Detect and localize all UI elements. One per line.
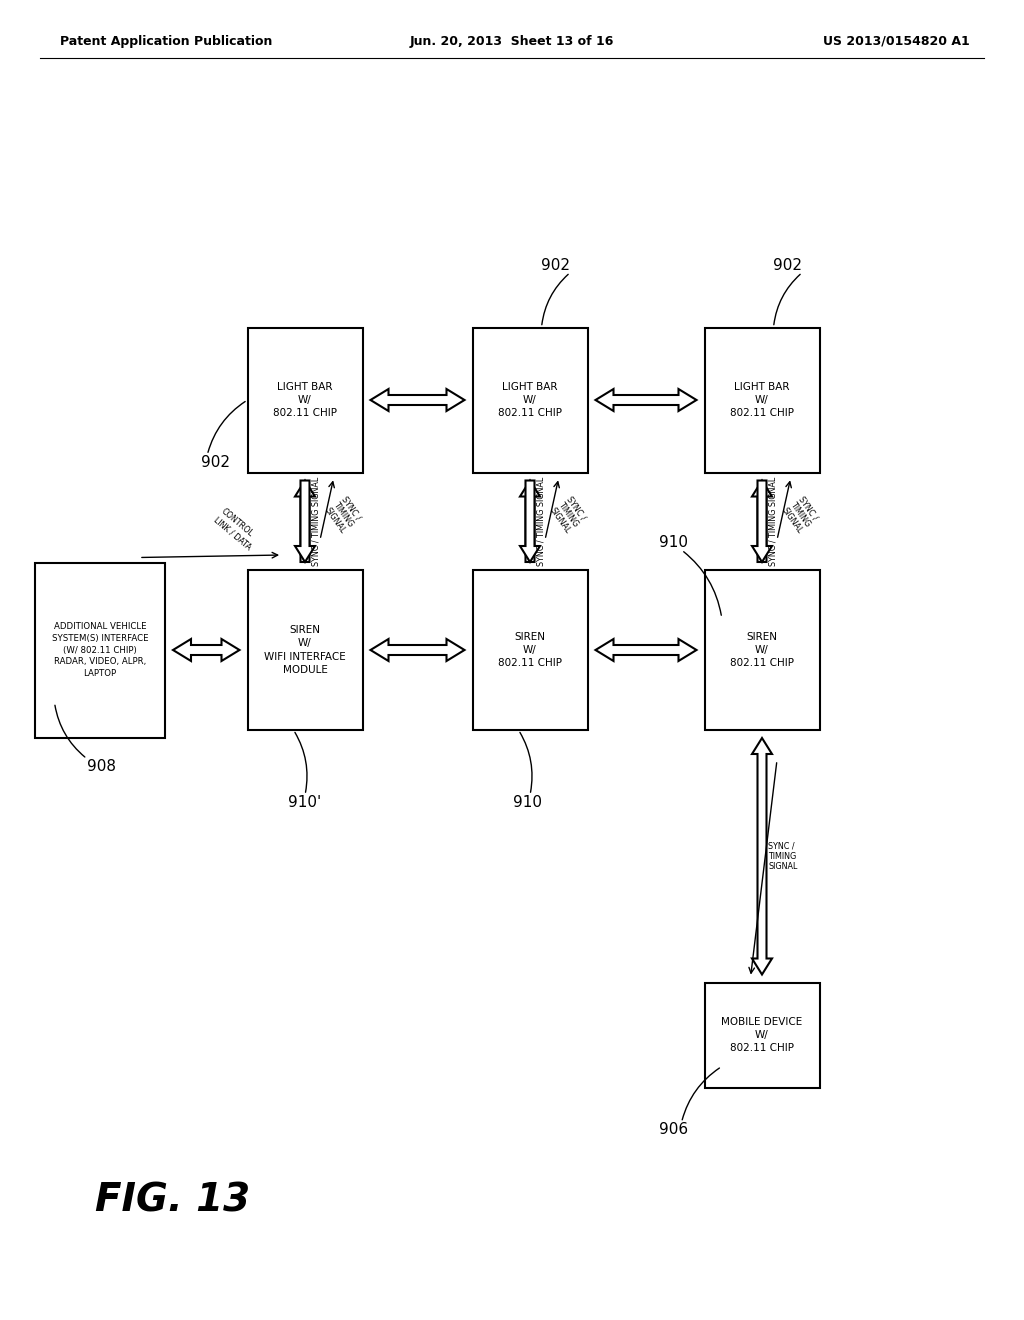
Polygon shape	[295, 480, 315, 562]
Text: 910': 910'	[288, 795, 321, 810]
Polygon shape	[752, 480, 772, 562]
Polygon shape	[596, 639, 696, 661]
Bar	[705, 327, 819, 473]
Polygon shape	[520, 480, 540, 562]
Polygon shape	[371, 639, 465, 661]
Text: SIREN
W/
802.11 CHIP: SIREN W/ 802.11 CHIP	[498, 632, 562, 668]
Text: ADDITIONAL VEHICLE
SYSTEM(S) INTERFACE
(W/ 802.11 CHIP)
RADAR, VIDEO, ALPR,
LAPT: ADDITIONAL VEHICLE SYSTEM(S) INTERFACE (…	[51, 622, 148, 678]
Text: SYNC / TIMING SIGNAL: SYNC / TIMING SIGNAL	[537, 477, 546, 566]
Text: LIGHT BAR
W/
802.11 CHIP: LIGHT BAR W/ 802.11 CHIP	[273, 381, 337, 418]
Bar	[472, 327, 588, 473]
Text: Patent Application Publication: Patent Application Publication	[60, 36, 272, 48]
Text: 902: 902	[202, 455, 230, 470]
Text: FIG. 13: FIG. 13	[95, 1181, 250, 1218]
Bar	[705, 982, 819, 1088]
Bar	[248, 327, 362, 473]
Text: SYNC /
TIMING
SIGNAL: SYNC / TIMING SIGNAL	[768, 841, 798, 871]
Polygon shape	[596, 389, 696, 411]
Text: SYNC /
TIMING
SIGNAL: SYNC / TIMING SIGNAL	[780, 495, 821, 536]
Text: SYNC / TIMING SIGNAL: SYNC / TIMING SIGNAL	[311, 477, 321, 566]
Text: 910: 910	[658, 535, 687, 550]
Text: SYNC /
TIMING
SIGNAL: SYNC / TIMING SIGNAL	[548, 495, 589, 536]
Text: SIREN
W/
WIFI INTERFACE
MODULE: SIREN W/ WIFI INTERFACE MODULE	[264, 626, 346, 675]
Polygon shape	[173, 639, 240, 661]
Text: SYNC /
TIMING
SIGNAL: SYNC / TIMING SIGNAL	[323, 495, 365, 536]
Polygon shape	[752, 738, 772, 974]
Polygon shape	[371, 389, 465, 411]
Text: 906: 906	[658, 1122, 688, 1138]
Text: 908: 908	[87, 759, 116, 774]
Text: LIGHT BAR
W/
802.11 CHIP: LIGHT BAR W/ 802.11 CHIP	[498, 381, 562, 418]
Text: 902: 902	[542, 257, 570, 272]
Text: MOBILE DEVICE
W/
802.11 CHIP: MOBILE DEVICE W/ 802.11 CHIP	[721, 1016, 803, 1053]
Polygon shape	[520, 480, 540, 562]
Text: CONTROL
LINK / DATA: CONTROL LINK / DATA	[213, 507, 260, 552]
Text: 902: 902	[773, 257, 803, 272]
Bar	[248, 570, 362, 730]
Polygon shape	[295, 480, 315, 562]
Text: US 2013/0154820 A1: US 2013/0154820 A1	[823, 36, 970, 48]
Text: Jun. 20, 2013  Sheet 13 of 16: Jun. 20, 2013 Sheet 13 of 16	[410, 36, 614, 48]
Bar	[705, 570, 819, 730]
Text: 910: 910	[513, 795, 542, 810]
Text: SYNC / TIMING SIGNAL: SYNC / TIMING SIGNAL	[768, 477, 777, 566]
Text: LIGHT BAR
W/
802.11 CHIP: LIGHT BAR W/ 802.11 CHIP	[730, 381, 794, 418]
Bar	[35, 562, 165, 738]
Bar	[472, 570, 588, 730]
Text: SIREN
W/
802.11 CHIP: SIREN W/ 802.11 CHIP	[730, 632, 794, 668]
Polygon shape	[752, 480, 772, 562]
